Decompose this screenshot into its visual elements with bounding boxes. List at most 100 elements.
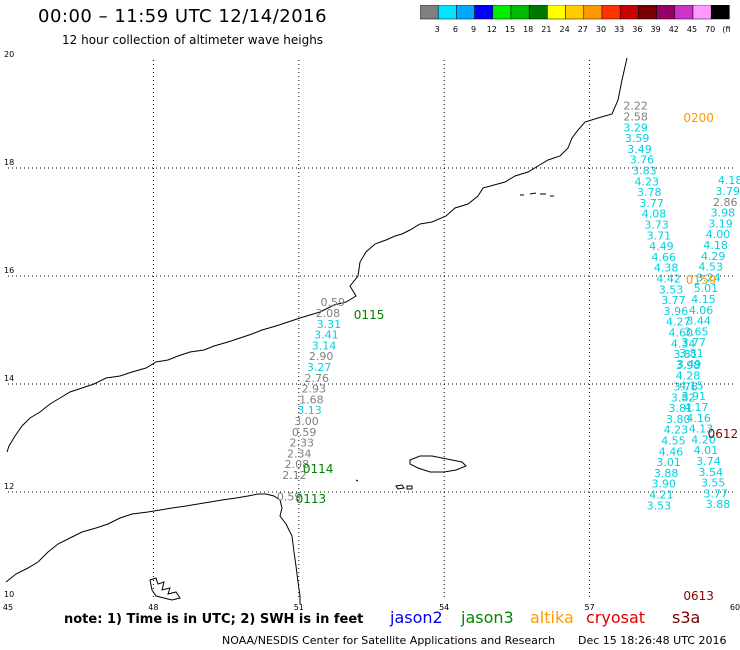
- wave-height-value: 0.59: [277, 491, 302, 504]
- color-scale-label: 24: [560, 25, 570, 34]
- wave-height-value: 3.82: [671, 391, 696, 404]
- pass-labels: 0115 0114 0113 0200 0159 0612 0613: [296, 111, 739, 603]
- pass-time-label: 0114: [303, 462, 334, 476]
- lon-tick-label: 51: [294, 603, 304, 612]
- wave-height-value: 4.23: [664, 424, 689, 437]
- lon-tick-label: 54: [439, 603, 449, 612]
- color-scale-label: 42: [669, 25, 679, 34]
- wave-height-value: 3.76: [673, 380, 698, 393]
- wave-height-value: 3.81: [668, 402, 693, 415]
- wave-height-value: 3.24: [696, 271, 721, 284]
- legend-cryosat: cryosat: [586, 608, 646, 627]
- wave-height-value: 4.53: [699, 261, 724, 274]
- color-scale-label: 6: [453, 25, 458, 34]
- wave-height-value: 3.01: [656, 456, 681, 469]
- legend-jason3: jason3: [461, 608, 514, 627]
- wave-height-value: 2.90: [309, 350, 334, 363]
- wave-height-value: 4.18: [703, 239, 728, 252]
- socotra-island: [409, 455, 467, 473]
- lat-tick-label: 16: [4, 266, 14, 275]
- lat-tick-label: 14: [4, 374, 14, 383]
- wave-height-value: 3.77: [703, 487, 728, 500]
- wave-height-value: 3.29: [623, 121, 648, 134]
- wave-height-value: 3.98: [711, 207, 736, 220]
- pass-time-label: 0612: [708, 427, 739, 441]
- pass-time-label: 0200: [683, 111, 714, 125]
- wave-height-value: 3.98: [676, 359, 701, 372]
- small-islands: [355, 192, 554, 490]
- wave-height-value: 3.91: [682, 390, 707, 403]
- wave-height-value: 3.76: [630, 154, 655, 167]
- page-subtitle: 12 hour collection of altimeter wave hei…: [62, 33, 324, 47]
- wave-height-value: 3.78: [637, 186, 662, 199]
- wave-height-value: 3.41: [314, 329, 339, 342]
- color-scale-label: 21: [541, 25, 551, 34]
- lat-tick-label: 10: [4, 590, 14, 599]
- wave-height-value: 4.38: [654, 262, 679, 275]
- color-scale-label: 18: [523, 25, 533, 34]
- wave-height-value: 4.23: [635, 175, 660, 188]
- wave-height-value: 3.19: [708, 217, 733, 230]
- arabian-coastline: [6, 57, 628, 453]
- legend-s3a: s3a: [672, 608, 701, 627]
- wave-height-value: 4.55: [661, 434, 686, 447]
- wave-height-value: 3.14: [312, 339, 337, 352]
- wave-height-value: 3.53: [647, 499, 672, 512]
- african-coastline: [5, 493, 301, 604]
- note-text: note: 1) Time is in UTC; 2) SWH is in fe…: [64, 612, 364, 627]
- lon-tick-label: 60: [730, 603, 740, 612]
- lon-tick-label: 57: [585, 603, 595, 612]
- wave-height-value: 4.34: [671, 337, 696, 350]
- wave-height-value: 3.13: [297, 404, 322, 417]
- wave-height-value: 4.46: [659, 445, 684, 458]
- wave-height-value: 4.49: [649, 240, 674, 253]
- wave-height-value: 3.27: [307, 361, 332, 374]
- legend-jason2: jason2: [390, 608, 443, 627]
- altimeter-tracks: 0.592.083.313.413.142.903.272.762.931.68…: [277, 100, 740, 513]
- timestamp: Dec 15 18:26:48 UTC 2016: [578, 634, 727, 647]
- wave-height-value: 3.88: [706, 498, 731, 511]
- color-scale-label: 39: [651, 25, 661, 34]
- wave-height-value: 3.73: [644, 218, 669, 231]
- lat-tick-label: 18: [4, 158, 14, 167]
- wave-height-value: 3.77: [661, 294, 686, 307]
- page-title: 00:00 – 11:59 UTC 12/14/2016: [38, 6, 328, 27]
- color-scale-label: 70: [705, 25, 715, 34]
- color-scale-label: 15: [505, 25, 515, 34]
- wave-height-value: 4.17: [684, 401, 709, 414]
- wave-height-value: 2.34: [287, 447, 312, 460]
- wave-height-value: 2.93: [302, 383, 327, 396]
- lat-tick-label: 12: [4, 482, 14, 491]
- color-scale-label: 45: [687, 25, 697, 34]
- wave-height-value: 4.20: [691, 433, 716, 446]
- wave-height-value: 3.65: [684, 325, 709, 338]
- wave-height-value: 4.15: [691, 293, 716, 306]
- wave-height-value: 4.21: [649, 488, 674, 501]
- wave-height-value: 3.88: [654, 467, 679, 480]
- lat-tick-label: 20: [4, 50, 14, 59]
- color-scale-label: 12: [487, 25, 497, 34]
- wave-height-value: 4.29: [701, 250, 726, 263]
- wave-height-value: 3.31: [317, 318, 342, 331]
- lon-tick-label: 45: [3, 603, 13, 612]
- wave-height-value: 4.13: [689, 423, 714, 436]
- wave-height-value: 4.66: [652, 251, 677, 264]
- wave-height-value: 2.58: [623, 110, 648, 123]
- wave-height-value: 3.80: [666, 413, 691, 426]
- wave-height-value: 4.60: [668, 326, 693, 339]
- wave-height-value: 5.01: [694, 282, 719, 295]
- wave-height-value: 3.96: [664, 305, 689, 318]
- somalia-tip: [149, 577, 181, 601]
- pass-time-label: 0115: [354, 308, 385, 322]
- wave-height-value: 2.08: [316, 307, 341, 320]
- legend-altika: altika: [530, 608, 574, 627]
- wave-height-value: 3.81: [673, 348, 698, 361]
- wave-height-value: 4.16: [686, 412, 711, 425]
- wave-height-value: 3.71: [647, 229, 672, 242]
- color-scale-label: 30: [596, 25, 606, 34]
- wave-height-value: 4.06: [689, 304, 714, 317]
- wave-height-value: 3.83: [632, 164, 657, 177]
- wave-height-value: 3.81: [679, 347, 704, 360]
- wave-height-value: 3.44: [686, 315, 711, 328]
